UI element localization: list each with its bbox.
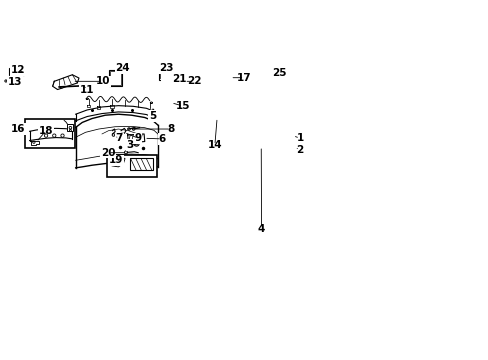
Bar <box>158 68 168 80</box>
Bar <box>109 71 121 85</box>
Text: 17: 17 <box>237 73 251 83</box>
Text: 12: 12 <box>11 66 25 76</box>
Text: 13: 13 <box>7 77 22 87</box>
Text: 24: 24 <box>115 63 130 73</box>
Text: 8: 8 <box>167 124 174 134</box>
Text: 5: 5 <box>148 111 156 121</box>
Circle shape <box>293 142 296 144</box>
Text: 10: 10 <box>96 76 110 86</box>
Text: 4: 4 <box>257 224 264 234</box>
Bar <box>108 70 122 86</box>
Text: 11: 11 <box>80 85 94 95</box>
Bar <box>107 155 157 177</box>
Bar <box>9 69 12 74</box>
Text: 25: 25 <box>272 68 286 78</box>
Text: 18: 18 <box>39 126 53 136</box>
Bar <box>20 69 23 74</box>
Bar <box>13 69 16 74</box>
Text: 7: 7 <box>116 133 123 143</box>
Text: 22: 22 <box>186 76 201 86</box>
Text: 19: 19 <box>108 155 123 165</box>
Text: 9: 9 <box>134 133 142 143</box>
Bar <box>17 69 20 74</box>
Text: 21: 21 <box>172 74 186 84</box>
Text: 6: 6 <box>158 134 165 144</box>
Text: 14: 14 <box>207 140 222 150</box>
Text: 15: 15 <box>175 101 190 111</box>
Text: 23: 23 <box>159 63 173 73</box>
Bar <box>181 80 188 87</box>
Bar <box>24 119 75 148</box>
Bar <box>160 69 167 78</box>
Bar <box>67 124 73 131</box>
Text: 1: 1 <box>296 133 303 143</box>
Text: 20: 20 <box>101 148 115 158</box>
Text: 16: 16 <box>11 124 26 134</box>
Bar <box>255 131 266 145</box>
Text: 2: 2 <box>295 145 303 156</box>
Bar <box>8 68 23 75</box>
Text: 3: 3 <box>126 140 133 150</box>
Bar <box>171 80 177 87</box>
Bar <box>130 158 153 171</box>
